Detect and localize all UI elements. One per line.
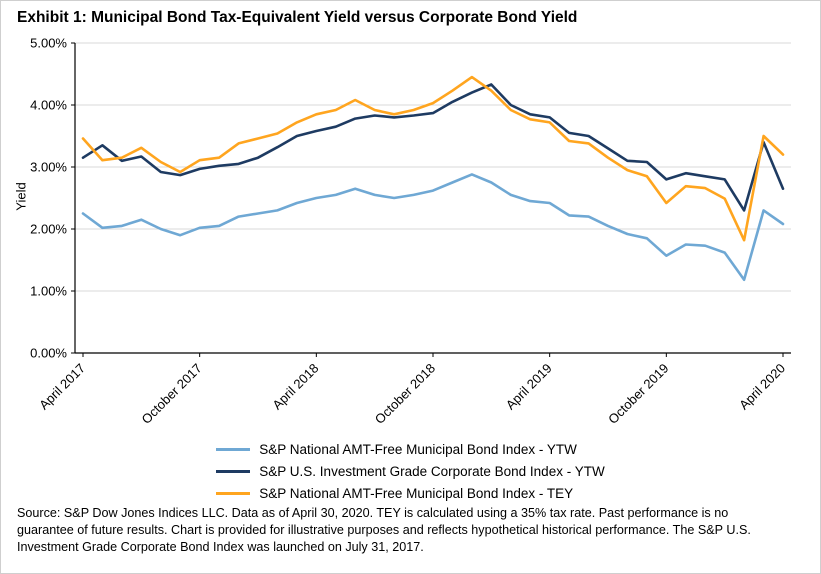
x-tick-label: October 2017 [138,361,204,427]
source-line-3: Investment Grade Corporate Bond Index wa… [17,540,424,555]
y-tick-label: 5.00% [30,36,67,51]
x-tick-label: April 2017 [36,361,88,413]
series-line-muni-ytw [81,173,785,282]
y-tick-label: 2.00% [30,222,67,237]
x-tick-label: April 2018 [269,361,321,413]
y-tick-label: 1.00% [30,284,67,299]
x-tick-label: April 2019 [503,361,555,413]
legend-line-swatch-muni-ytw [216,447,251,451]
legend-item-muni-tey: S&P National AMT-Free Municipal Bond Ind… [216,482,573,504]
line-chart: 0.00% 1.00% 2.00% 3.00% 4.00% 5.00% April 2017… [30,36,791,427]
source-line-1: Source: S&P Dow Jones Indices LLC. Data … [17,506,729,520]
legend-label-corp-ytw: S&P U.S. Investment Grade Corporate Bond… [259,463,605,479]
source-line-2: guarantee of future results. Chart is pr… [17,523,751,538]
legend-items: S&P National AMT-Free Municipal Bond Ind… [216,438,605,504]
legend-item-muni-ytw: S&P National AMT-Free Municipal Bond Ind… [216,438,577,460]
legend-item-corp-ytw: S&P U.S. Investment Grade Corporate Bond… [216,460,605,482]
x-tick-label: April 2020 [736,361,788,413]
legend: S&P National AMT-Free Municipal Bond Ind… [1,438,820,504]
legend-label-muni-tey: S&P National AMT-Free Municipal Bond Ind… [259,485,574,501]
legend-line-swatch-muni-tey [216,491,251,495]
x-tick-label: October 2019 [605,361,671,427]
legend-label-muni-ytw: S&P National AMT-Free Municipal Bond Ind… [259,441,577,457]
y-tick-label: 4.00% [30,98,67,113]
x-tick-label: October 2018 [372,361,438,427]
source-note: Source: S&P Dow Jones Indices LLC. Data … [17,505,806,556]
y-tick-label: 0.00% [30,346,67,361]
series-line-muni-tey [81,75,785,242]
series-line-corp-ytw [81,83,785,212]
y-tick-label: 3.00% [30,160,67,175]
legend-line-swatch-corp-ytw [216,469,251,473]
chart-title: Exhibit 1: Municipal Bond Tax-Equivalent… [17,9,578,26]
